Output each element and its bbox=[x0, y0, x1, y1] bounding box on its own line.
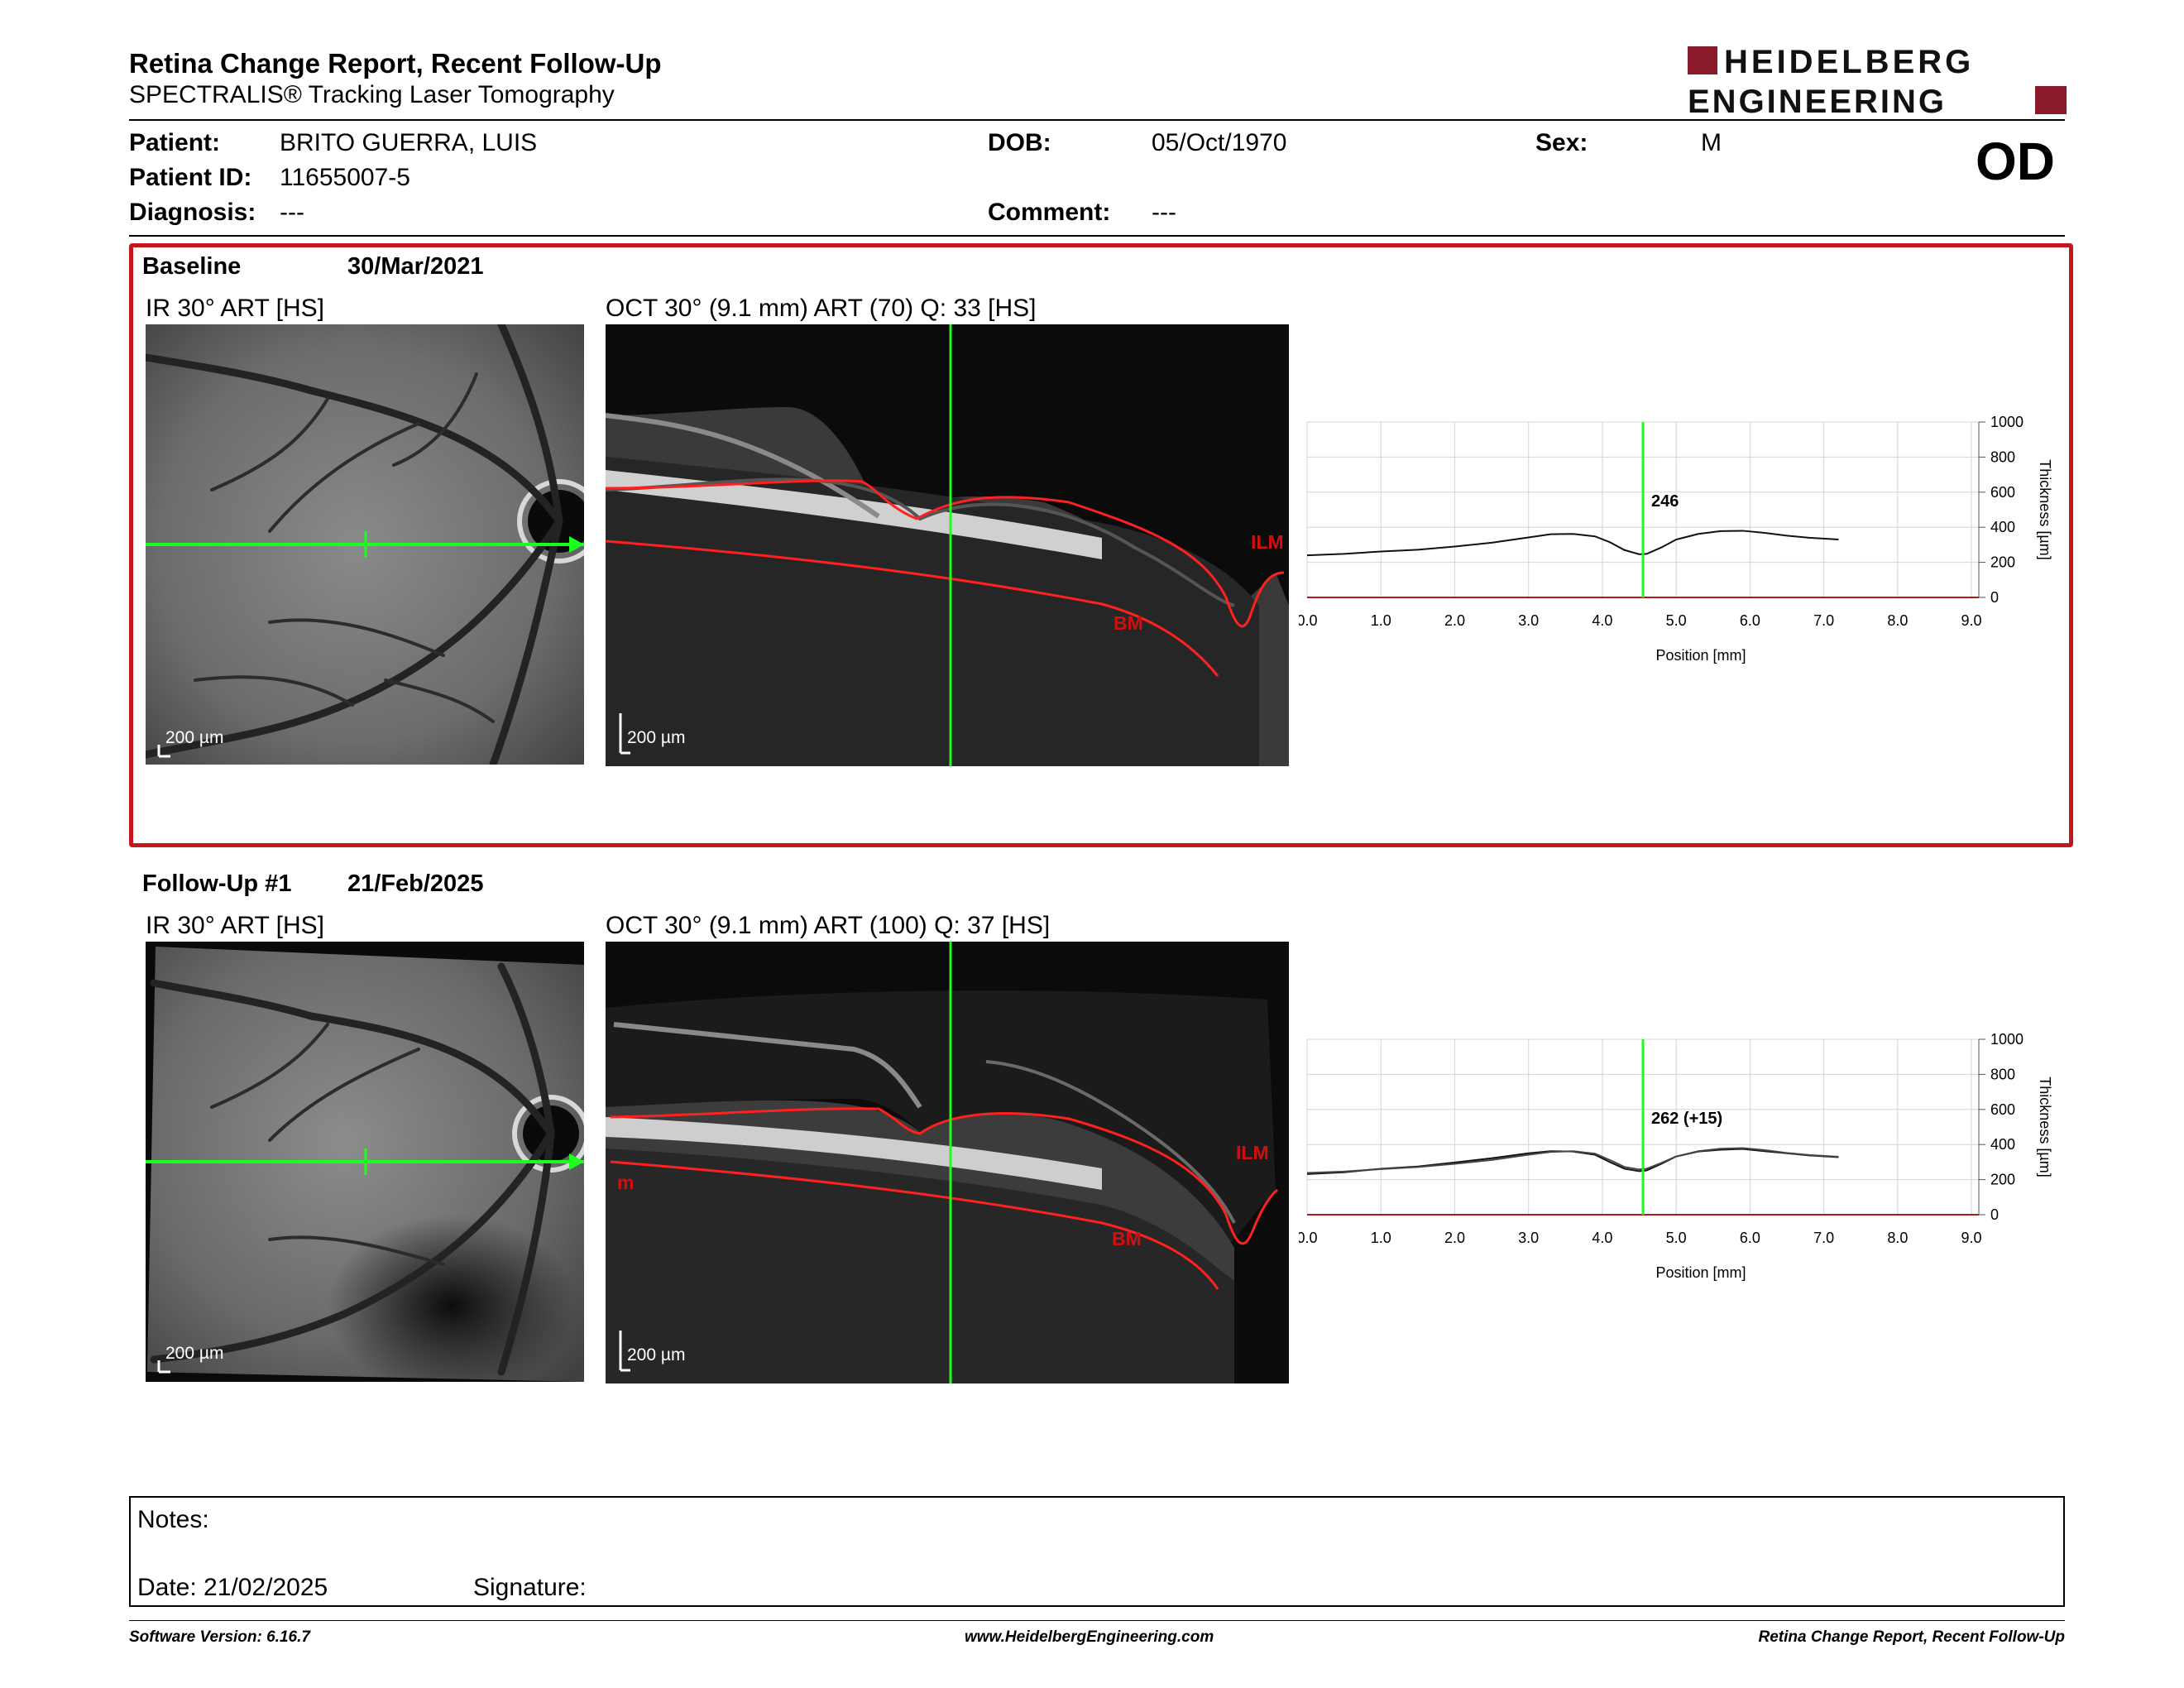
y-tick-label: 800 bbox=[1990, 1066, 2015, 1082]
notes-box[interactable]: Notes: Date: 21/02/2025 Signature: bbox=[129, 1496, 2065, 1607]
dob-value: 05/Oct/1970 bbox=[1152, 129, 1287, 156]
notes-signature: Signature: bbox=[473, 1574, 587, 1601]
patient-name: BRITO GUERRA, LUIS bbox=[280, 129, 538, 156]
patient-id-label: Patient ID: bbox=[129, 164, 252, 191]
footer-divider bbox=[129, 1620, 2065, 1621]
x-tick-label: 3.0 bbox=[1518, 612, 1539, 629]
x-tick-label: 9.0 bbox=[1961, 612, 1982, 629]
x-tick-label: 8.0 bbox=[1887, 612, 1908, 629]
patient-label: Patient: bbox=[129, 129, 221, 156]
x-tick-label: 1.0 bbox=[1371, 612, 1391, 629]
x-tick-label: 3.0 bbox=[1518, 1230, 1539, 1246]
x-tick-label: 0.0 bbox=[1299, 612, 1318, 629]
x-tick-label: 4.0 bbox=[1592, 612, 1612, 629]
x-tick-label: 5.0 bbox=[1666, 612, 1687, 629]
x-tick-label: 5.0 bbox=[1666, 1230, 1687, 1246]
y-tick-label: 0 bbox=[1990, 1206, 1999, 1223]
header-divider bbox=[129, 119, 2065, 121]
followup-ir-scale: 200 µm bbox=[165, 1344, 224, 1363]
x-tick-label: 8.0 bbox=[1887, 1230, 1908, 1246]
x-tick-label: 2.0 bbox=[1444, 612, 1465, 629]
baseline-bm-label: BM bbox=[1114, 612, 1143, 634]
comment-label: Comment: bbox=[988, 199, 1111, 226]
followup-label: Follow-Up #1 bbox=[142, 870, 292, 897]
y-tick-label: 200 bbox=[1990, 554, 2015, 571]
baseline-oct-image: ILM BM 200 µm bbox=[606, 324, 1289, 766]
x-axis-label: Position [mm] bbox=[1655, 1264, 1746, 1281]
patient-id: 11655007-5 bbox=[280, 164, 410, 191]
thickness-series-line bbox=[1306, 1147, 1839, 1174]
baseline-ir-image: 200 µm bbox=[146, 324, 584, 765]
diagnosis-value: --- bbox=[280, 199, 304, 226]
x-tick-label: 1.0 bbox=[1371, 1230, 1391, 1246]
cursor-value-label: 262 (+15) bbox=[1651, 1110, 1722, 1128]
baseline-oct-caption: OCT 30° (9.1 mm) ART (70) Q: 33 [HS] bbox=[606, 295, 1037, 322]
dob-label: DOB: bbox=[988, 129, 1051, 156]
thickness-series-line bbox=[1306, 530, 1839, 557]
baseline-date: 30/Mar/2021 bbox=[347, 253, 484, 280]
notes-date: Date: 21/02/2025 bbox=[137, 1574, 328, 1601]
y-tick-label: 1000 bbox=[1990, 414, 2024, 430]
x-axis-label: Position [mm] bbox=[1655, 647, 1746, 664]
x-tick-label: 7.0 bbox=[1813, 1230, 1834, 1246]
x-tick-label: 0.0 bbox=[1299, 1230, 1318, 1246]
y-tick-label: 400 bbox=[1990, 519, 2015, 535]
report-title: Retina Change Report, Recent Follow-Up bbox=[129, 48, 662, 79]
report-subtitle: SPECTRALIS® Tracking Laser Tomography bbox=[129, 81, 615, 108]
y-axis-label: Thickness [µm] bbox=[2037, 1077, 2053, 1177]
baseline-ir-caption: IR 30° ART [HS] bbox=[146, 295, 324, 322]
followup-oct-image: ILM BM m 200 µm bbox=[606, 942, 1289, 1383]
followup-oct-scale: 200 µm bbox=[627, 1345, 686, 1364]
x-tick-label: 2.0 bbox=[1444, 1230, 1465, 1246]
y-tick-label: 800 bbox=[1990, 448, 2015, 465]
eye-label: OD bbox=[1976, 132, 2055, 191]
notes-label: Notes: bbox=[137, 1506, 209, 1533]
svg-text:ENGINEERING: ENGINEERING bbox=[1688, 84, 1947, 116]
baseline-label: Baseline bbox=[142, 253, 242, 280]
followup-ir-caption: IR 30° ART [HS] bbox=[146, 912, 324, 939]
comment-value: --- bbox=[1152, 199, 1176, 226]
y-tick-label: 600 bbox=[1990, 484, 2015, 501]
y-axis-label: Thickness [µm] bbox=[2037, 459, 2053, 559]
footer-software-version: Software Version: 6.16.7 bbox=[129, 1628, 310, 1646]
y-tick-label: 200 bbox=[1990, 1172, 2015, 1188]
sex-label: Sex: bbox=[1535, 129, 1588, 156]
followup-m-label: m bbox=[617, 1172, 635, 1193]
thickness-series-line bbox=[1306, 1148, 1839, 1175]
followup-ilm-label: ILM bbox=[1236, 1142, 1269, 1163]
x-tick-label: 6.0 bbox=[1740, 612, 1760, 629]
followup-bm-label: BM bbox=[1112, 1228, 1142, 1249]
footer-website: www.HeidelbergEngineering.com bbox=[965, 1628, 1214, 1646]
x-tick-label: 9.0 bbox=[1961, 1230, 1982, 1246]
baseline-panel bbox=[129, 243, 2073, 847]
followup-thickness-chart: 0.0 1.0 2.0 3.0 4.0 5.0 6.0 7.0 8.0 9.0 0 200 400 600… bbox=[1299, 1031, 2053, 1281]
baseline-thickness-chart: 0.0 1.0 2.0 3.0 4.0 5.0 6.0 7.0 8.0 9.0 0 200 400 600… bbox=[1299, 414, 2053, 664]
x-tick-label: 7.0 bbox=[1813, 612, 1834, 629]
y-tick-label: 600 bbox=[1990, 1101, 2015, 1118]
svg-text:HEIDELBERG: HEIDELBERG bbox=[1724, 45, 1974, 80]
baseline-oct-scale: 200 µm bbox=[627, 728, 686, 747]
followup-ir-image: 200 µm bbox=[146, 942, 584, 1382]
x-tick-label: 4.0 bbox=[1592, 1230, 1612, 1246]
info-divider bbox=[129, 235, 2065, 237]
sex-value: M bbox=[1701, 129, 1722, 156]
followup-oct-caption: OCT 30° (9.1 mm) ART (100) Q: 37 [HS] bbox=[606, 912, 1051, 939]
y-tick-label: 0 bbox=[1990, 589, 1999, 606]
footer-report-name: Retina Change Report, Recent Follow-Up bbox=[1758, 1628, 2065, 1646]
y-tick-label: 1000 bbox=[1990, 1031, 2024, 1048]
cursor-value-label: 246 bbox=[1651, 492, 1679, 511]
y-tick-label: 400 bbox=[1990, 1136, 2015, 1153]
diagnosis-label: Diagnosis: bbox=[129, 199, 256, 226]
x-tick-label: 6.0 bbox=[1740, 1230, 1760, 1246]
heidelberg-logo: HEIDELBERG ENGINEERING bbox=[1688, 45, 2067, 116]
followup-date: 21/Feb/2025 bbox=[347, 870, 484, 897]
baseline-ir-scale: 200 µm bbox=[165, 728, 224, 747]
baseline-ilm-label: ILM bbox=[1251, 531, 1284, 553]
